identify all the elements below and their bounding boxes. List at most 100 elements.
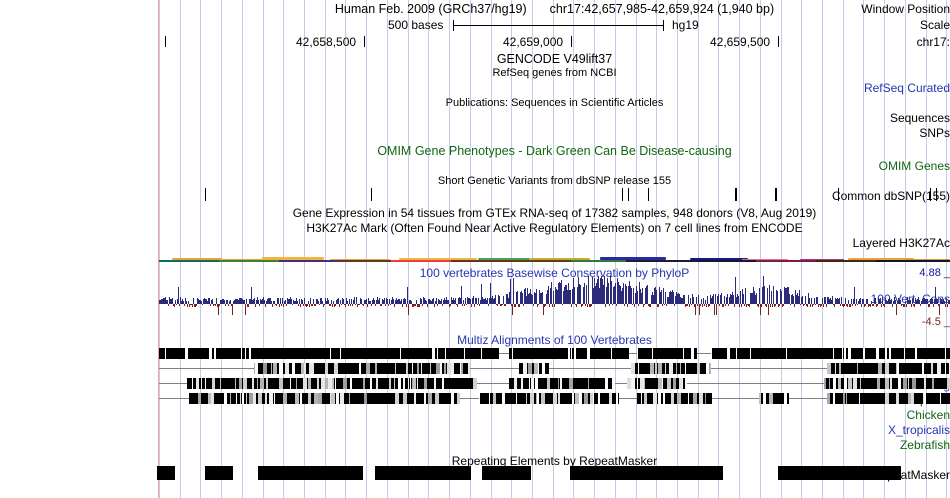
conservation-bar: [611, 281, 612, 304]
conservation-bar: [298, 304, 299, 306]
conservation-bar: [301, 299, 302, 304]
label-refseq-curated[interactable]: RefSeq Curated: [863, 81, 950, 95]
multiz-gap: [727, 348, 730, 359]
dbsnp-tick[interactable]: [648, 188, 649, 201]
dbsnp-tick[interactable]: [838, 188, 839, 201]
multiz-alignment-block[interactable]: [637, 348, 697, 359]
conservation-bar: [892, 304, 893, 307]
conservation-bar: [245, 304, 246, 315]
conservation-bar: [481, 284, 482, 304]
track-title-refseq-sub[interactable]: RefSeq genes from NCBI: [492, 67, 617, 79]
conservation-bar: [758, 304, 759, 307]
dbsnp-tick[interactable]: [371, 188, 372, 201]
multiz-alignment-block[interactable]: [189, 393, 459, 404]
dbsnp-tick[interactable]: [205, 188, 206, 201]
position-text[interactable]: chr17:42,657,985-42,659,924 (1,940 bp): [549, 2, 775, 16]
conservation-bar: [214, 304, 215, 305]
track-title-dbsnp[interactable]: Short Genetic Variants from dbSNP releas…: [437, 175, 672, 187]
ruler-label-1: 42,658,500: [296, 35, 357, 49]
conservation-bar: [305, 304, 306, 306]
conservation-bar: [177, 299, 178, 304]
conservation-bar: [372, 300, 373, 304]
multiz-gap: [489, 393, 490, 404]
conservation-bar: [576, 304, 577, 307]
conservation-bar: [942, 301, 943, 304]
multiz-gap: [876, 348, 879, 359]
multiz-alignment-block[interactable]: [479, 393, 619, 404]
dbsnp-tick[interactable]: [775, 188, 777, 201]
conservation-bar: [916, 300, 917, 304]
track-title-repeatmasker[interactable]: Repeating Elements by RepeatMasker: [451, 454, 658, 468]
multiz-alignment-block[interactable]: [254, 363, 469, 374]
conservation-bar: [690, 298, 691, 304]
multiz-gap: [663, 393, 665, 404]
repeat-element-block[interactable]: [482, 466, 531, 480]
conservation-bar: [270, 298, 271, 304]
multiz-alignment-block[interactable]: [159, 348, 499, 359]
multiz-alignment-block[interactable]: [759, 393, 789, 404]
label-sequences[interactable]: Sequences: [889, 111, 950, 125]
track-title-gtex[interactable]: Gene Expression in 54 tissues from GTEx …: [292, 206, 817, 220]
conservation-bar: [905, 301, 906, 304]
multiz-mismatch: [658, 378, 662, 389]
dbsnp-tick[interactable]: [628, 188, 629, 201]
multiz-gap: [340, 348, 341, 359]
repeat-element-block[interactable]: [570, 466, 723, 480]
conservation-bar: [749, 304, 750, 307]
species-label-chicken[interactable]: Chicken: [906, 408, 950, 422]
dbsnp-tick[interactable]: [735, 188, 737, 201]
multiz-mismatch: [514, 378, 517, 389]
dbsnp-tick[interactable]: [930, 188, 931, 201]
conservation-bar: [352, 304, 353, 306]
conservation-bar: [522, 293, 523, 304]
track-title-multiz[interactable]: Multiz Alignments of 100 Vertebrates: [457, 333, 652, 347]
label-layered-h3k27ac[interactable]: Layered H3K27Ac: [852, 236, 950, 250]
conservation-bar: [791, 295, 792, 304]
track-title-publications[interactable]: Publications: Sequences in Scientific Ar…: [445, 97, 664, 109]
repeat-element-block[interactable]: [778, 466, 901, 480]
multiz-mismatch: [848, 378, 852, 389]
conservation-bar: [865, 304, 866, 306]
multiz-mismatch: [461, 363, 463, 374]
conservation-bar: [394, 304, 395, 307]
dbsnp-tick[interactable]: [622, 188, 623, 201]
track-title-omim[interactable]: OMIM Gene Phenotypes - Dark Green Can Be…: [377, 144, 732, 158]
conservation-bar: [191, 304, 192, 305]
label-common-dbsnp[interactable]: Common dbSNP(155): [831, 189, 950, 203]
dbsnp-tick[interactable]: [936, 188, 937, 201]
conservation-bar: [696, 297, 697, 304]
repeat-element-block[interactable]: [258, 466, 363, 480]
conservation-bar: [589, 304, 590, 307]
multiz-gap: [481, 348, 482, 359]
repeat-element-block[interactable]: [157, 466, 175, 480]
conservation-bar: [836, 299, 837, 304]
multiz-gap: [502, 393, 505, 404]
conservation-bar: [708, 304, 709, 307]
conservation-bar: [159, 300, 160, 304]
repeat-element-block[interactable]: [375, 466, 471, 480]
label-omim-genes[interactable]: OMIM Genes: [878, 159, 950, 173]
track-title-phylop[interactable]: 100 vertebrates Basewise Conservation by…: [419, 266, 690, 280]
multiz-gap: [572, 393, 574, 404]
track-title-h3k27ac[interactable]: H3K27Ac Mark (Often Found Near Active Re…: [306, 221, 803, 235]
conservation-bar: [418, 304, 419, 307]
conservation-bar: [637, 291, 638, 304]
multiz-gap: [885, 348, 887, 359]
species-label-x_tropicalis[interactable]: X_tropicalis: [887, 423, 950, 437]
ruler-tick-3: [778, 36, 779, 47]
conservation-bar: [238, 300, 239, 304]
multiz-alignment-block[interactable]: [637, 393, 712, 404]
conservation-bar: [745, 288, 746, 304]
species-label-zebrafish[interactable]: Zebrafish: [899, 438, 950, 452]
conservation-bar: [397, 300, 398, 304]
multiz-mismatch: [436, 363, 440, 374]
label-snps[interactable]: SNPs: [919, 126, 950, 140]
conservation-bar: [831, 300, 832, 304]
multiz-alignment-block[interactable]: [627, 378, 687, 389]
multiz-alignment-block[interactable]: [711, 348, 950, 359]
conservation-bar: [447, 300, 448, 304]
repeat-element-block[interactable]: [205, 466, 233, 480]
track-title-gencode[interactable]: GENCODE V49lift37: [496, 52, 613, 66]
conservation-bar: [347, 301, 348, 304]
